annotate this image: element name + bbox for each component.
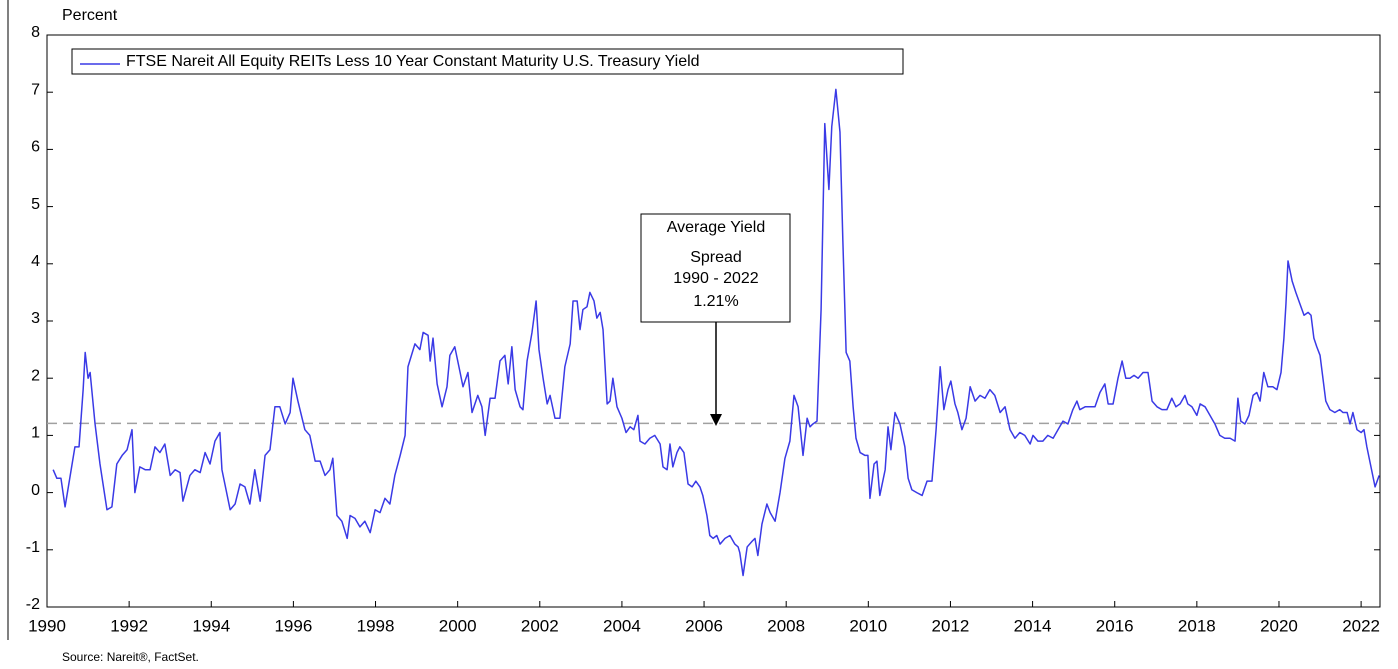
legend: FTSE Nareit All Equity REITs Less 10 Yea… xyxy=(71,48,904,75)
x-tick-label: 2014 xyxy=(1014,616,1052,635)
x-tick-label: 2000 xyxy=(439,616,477,635)
annotation-line: 1.21% xyxy=(693,293,738,310)
x-tick-label: 1994 xyxy=(192,616,230,635)
x-tick-label: 2002 xyxy=(521,616,559,635)
y-tick-label: 2 xyxy=(31,367,40,384)
y-tick-label: 8 xyxy=(31,24,40,41)
x-tick-label: 2012 xyxy=(932,616,970,635)
annotation-line: Average Yield xyxy=(667,219,765,236)
annotation: Average Yield Spread 1990 - 2022 1.21% xyxy=(640,213,791,426)
y-tick-label: 3 xyxy=(31,310,40,327)
legend-box xyxy=(71,48,904,75)
x-tick-label: 2018 xyxy=(1178,616,1216,635)
x-tick-label: 2008 xyxy=(767,616,805,635)
x-tick-label: 2006 xyxy=(685,616,723,635)
y-tick-label: 0 xyxy=(31,482,40,499)
x-tick-label: 2016 xyxy=(1096,616,1134,635)
x-tick-label: 2004 xyxy=(603,616,641,635)
x-tick-label: 2022 xyxy=(1342,616,1380,635)
y-tick-label: 5 xyxy=(31,196,40,213)
y-axis-label: Percent xyxy=(62,7,118,24)
legend-label: FTSE Nareit All Equity REITs Less 10 Yea… xyxy=(126,53,700,70)
annotation-line: Spread xyxy=(690,249,742,266)
x-tick-label: 1990 xyxy=(28,616,66,635)
y-tick-label: -1 xyxy=(26,539,40,556)
x-tick-label: 2020 xyxy=(1260,616,1298,635)
annotation-box xyxy=(640,213,791,323)
y-tick-label: 6 xyxy=(31,139,40,156)
annotation-line: 1990 - 2022 xyxy=(673,270,759,287)
y-tick-label: -2 xyxy=(26,596,40,613)
source: Source: Nareit®, FactSet. xyxy=(62,650,199,664)
x-tick-label: 1998 xyxy=(357,616,395,635)
x-tick-label: 2010 xyxy=(849,616,887,635)
y-tick-label: 1 xyxy=(31,425,40,442)
annotation-arrowhead xyxy=(710,414,722,426)
x-tick-label: 1992 xyxy=(110,616,148,635)
y-tick-label: 7 xyxy=(31,81,40,98)
x-tick-label: 1996 xyxy=(274,616,312,635)
y-tick-label: 4 xyxy=(31,253,40,270)
series-line xyxy=(52,88,1380,577)
